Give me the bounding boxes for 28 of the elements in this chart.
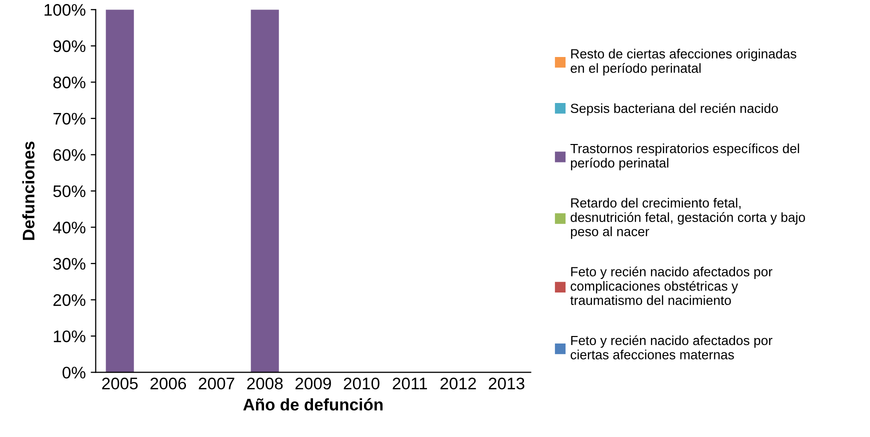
legend-label: Feto y recién nacido afectados por complicaciones obstétricas y traumatismo del nacimiento [570, 266, 772, 305]
x-tick-label: 2013 [488, 378, 524, 390]
legend-label: Retardo del crecimiento fetal, desnutrición fetal, gestación corta y bajo peso al nacer [570, 198, 806, 239]
y-tick-label: 90% [53, 40, 86, 52]
y-tick-label: 50% [53, 185, 86, 198]
x-tick-label: 2006 [150, 378, 186, 390]
x-axis-title: Año de defunción [243, 398, 383, 411]
x-tick-label: 2009 [296, 378, 331, 390]
y-tick-label: 40% [53, 222, 86, 234]
y-tick-label: 70% [53, 112, 86, 125]
x-tick-label: 2008 [247, 378, 283, 390]
y-tick-label: 30% [53, 258, 86, 270]
y-tick-label: 60% [53, 149, 86, 161]
y-tick-label: 100% [44, 4, 86, 16]
y-tick-label: 20% [53, 294, 86, 306]
legend-label: Resto de ciertas afecciones originadas en el período perinatal [570, 48, 796, 76]
x-tick-label: 2012 [440, 378, 476, 390]
legend-label: Trastornos respiratorios específicos del período perinatal [570, 143, 800, 170]
legend-label: Feto y recién nacido afectados por ciertas afecciones maternas [570, 335, 772, 360]
x-tick-label: 2007 [198, 378, 234, 390]
x-tick-label: 2010 [344, 378, 380, 390]
y-tick-label: 80% [53, 76, 86, 88]
x-tick-label: 2011 [392, 378, 427, 390]
y-axis-title: Defunciones [22, 142, 35, 240]
y-tick-label: 0% [62, 366, 86, 379]
y-tick-label: 10% [54, 330, 86, 342]
legend-label: Sepsis bacteriana del recién nacido [570, 103, 778, 116]
x-tick-label: 2005 [102, 378, 138, 390]
